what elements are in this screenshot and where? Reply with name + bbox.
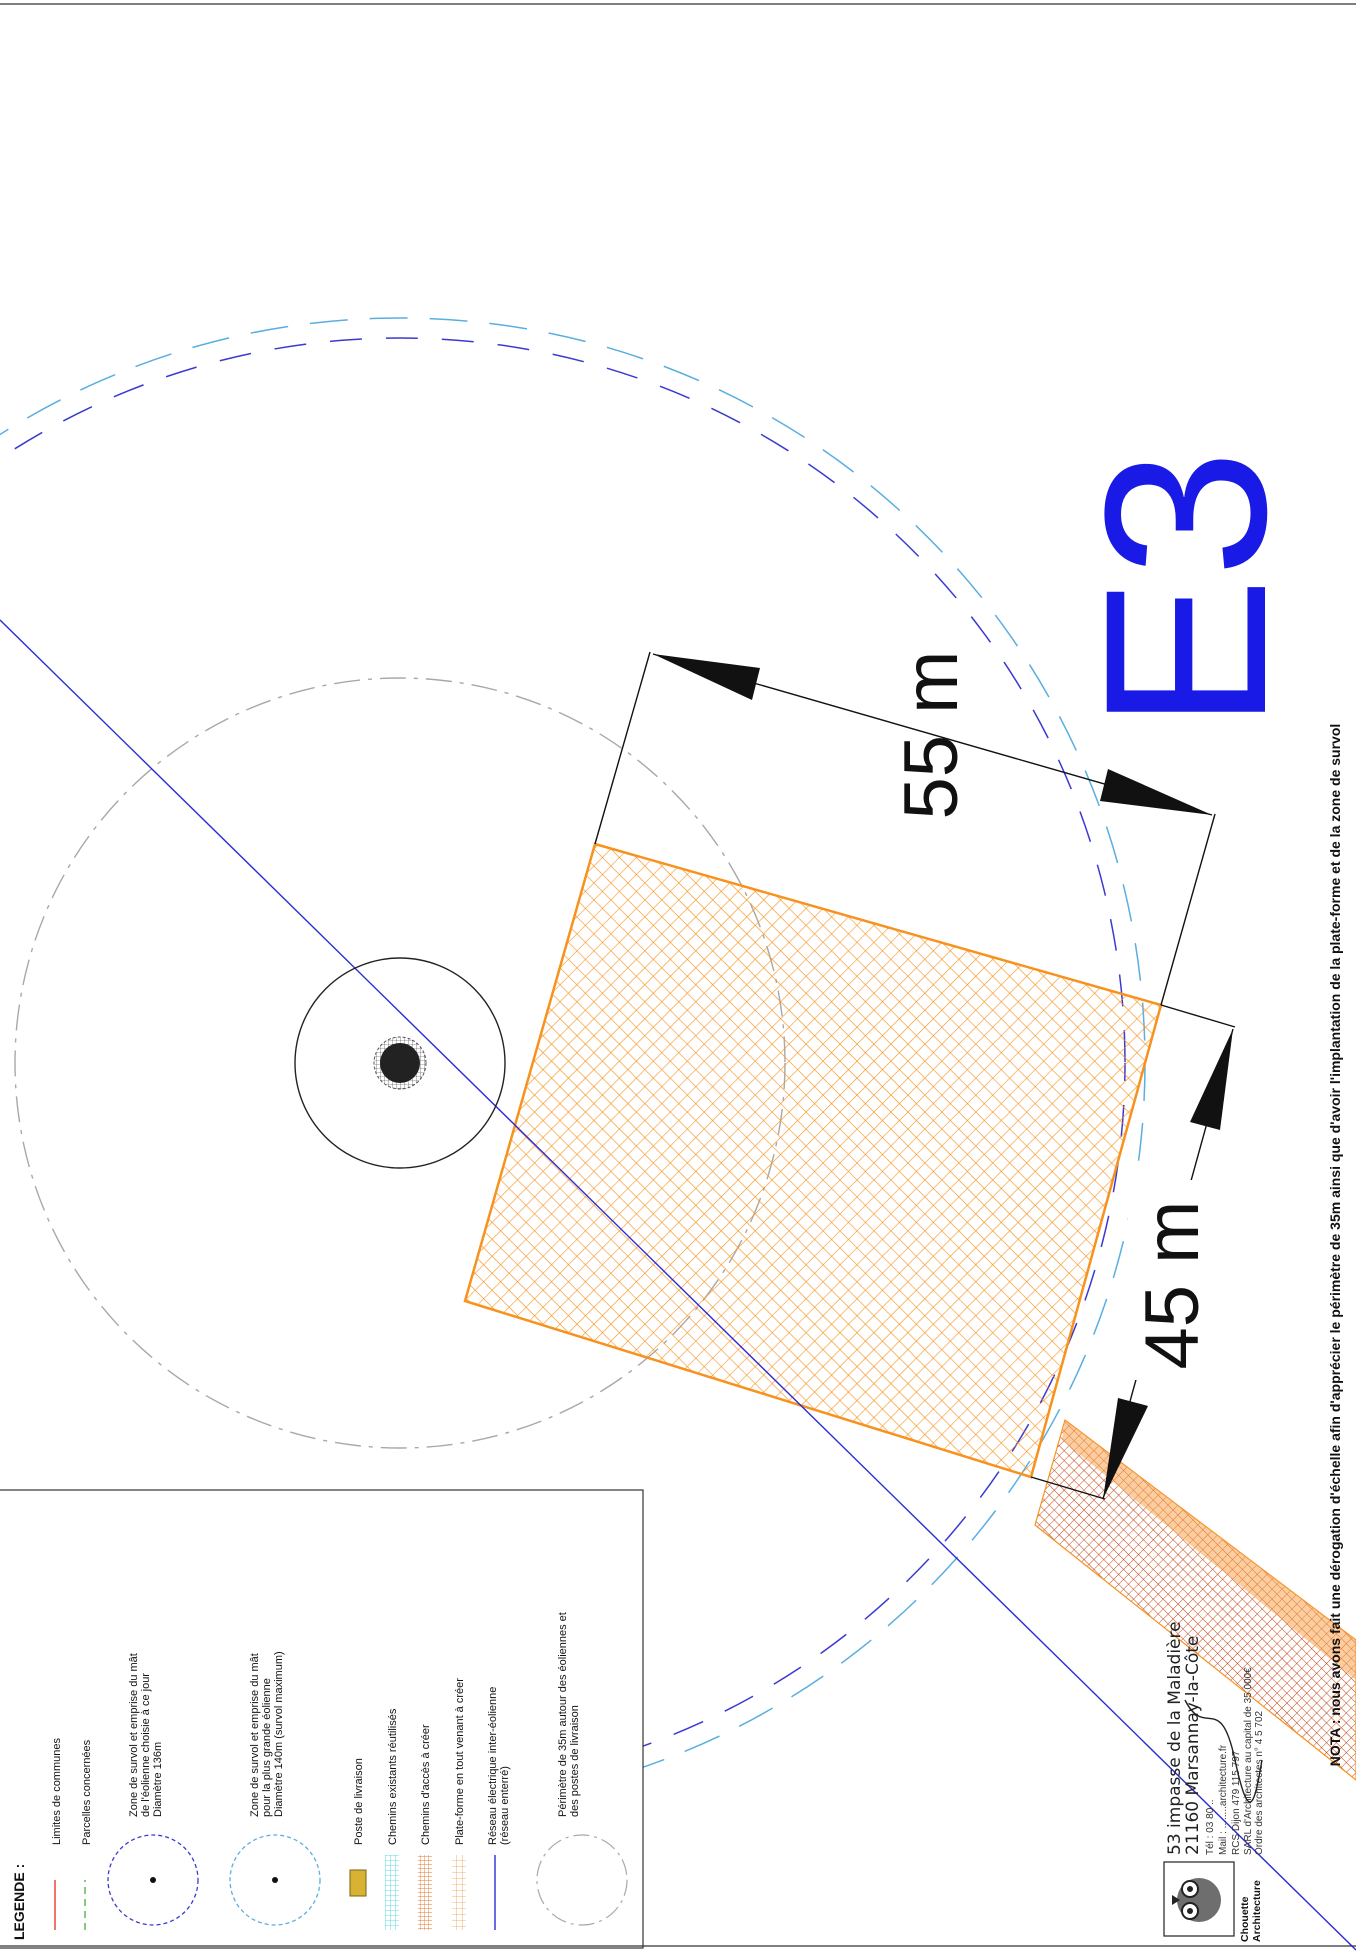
grey-dashed-circle-icon xyxy=(536,1834,628,1926)
legend-item-9-label: Réseau électrique inter-éolienne (réseau… xyxy=(487,1684,511,1845)
stamp-sarl: SARL d'Architecture au capital de 35 000… xyxy=(1243,1667,1254,1855)
blue-dashed-circle-icon xyxy=(107,1834,199,1926)
legend-item-7-label: Chemins d'accès à créer xyxy=(420,1724,432,1845)
electrical-cable xyxy=(0,619,1356,1951)
architect-stamp: Chouette Architecture 53 impasse de la M… xyxy=(1163,1621,1265,1942)
cyan-hatch-icon xyxy=(385,1855,399,1930)
signature-icon xyxy=(1184,1699,1263,1803)
access-road xyxy=(1034,1418,1356,1781)
legend-item-1-label: Limites de communes xyxy=(51,1738,63,1845)
mast-emprise-circle xyxy=(294,957,506,1169)
stamp-tel: Tél : 03 80 .. xyxy=(1205,1799,1216,1855)
dimension-55m-label: 55 m xyxy=(889,651,974,820)
owl-logo-icon xyxy=(1172,1878,1221,1922)
stamp-address2: 21160 Marsannay-la-Côte xyxy=(1183,1636,1203,1855)
orange-hatch-icon xyxy=(418,1855,432,1930)
cyan-dashed-circle-icon xyxy=(229,1834,321,1926)
legend-item-8-label: Plate-forme en tout venant à créer xyxy=(454,1678,466,1845)
legend-title: LEGENDE : xyxy=(11,1864,27,1940)
legend-item-3-label: Zone de survol et emprise du mât de l'éo… xyxy=(128,1650,164,1817)
nota-text: NOTA : nous avons fait une dérogation d'… xyxy=(1327,724,1343,1767)
legend-item-10-label: Périmètre de 35m autour des éoliennes et… xyxy=(557,1609,581,1817)
access-road-fill xyxy=(1062,1420,1356,1680)
turbine-label-e3: E3 xyxy=(1057,449,1314,730)
stamp-ordre: Ordre des architectes n° 4 5 702 xyxy=(1254,1710,1265,1855)
legend-item-6-label: Chemins existants réutilisés xyxy=(387,1708,399,1845)
delivery-post-icon xyxy=(349,1869,367,1897)
dimension-45m: 45 m xyxy=(1030,1004,1236,1500)
legend-item-4-label: Zone de survol et emprise du mât pour la… xyxy=(249,1650,285,1817)
stamp-address1: 53 impasse de la Maladière xyxy=(1165,1621,1185,1855)
stamp-company-line1: Chouette xyxy=(1239,1896,1251,1942)
stamp-mail: Mail : ........architecture.fr xyxy=(1218,1744,1229,1855)
stamp-company-line2: Architecture xyxy=(1251,1880,1263,1942)
stamp-rcs: RCS Dijon 479 115 797 xyxy=(1231,1750,1242,1855)
platform-area xyxy=(463,842,1163,1479)
dimension-45m-label: 45 m xyxy=(1130,1201,1215,1370)
legend-item-5-label: Poste de livraison xyxy=(353,1758,365,1845)
mast-icon xyxy=(380,1043,420,1083)
orange-grid-icon xyxy=(452,1855,466,1930)
legend-item-2-label: Parcelles concernées xyxy=(81,1739,93,1845)
dimension-55m: 55 m xyxy=(594,651,1216,1006)
legend-box: LEGENDE : Limites de communes Parcelles … xyxy=(0,1489,1356,1949)
